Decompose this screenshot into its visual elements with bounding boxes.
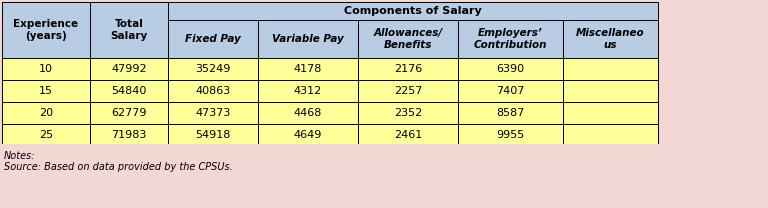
Bar xyxy=(358,58,458,80)
Text: 62779: 62779 xyxy=(111,108,147,118)
Bar xyxy=(168,124,258,146)
Bar xyxy=(2,102,90,124)
Bar xyxy=(0,144,768,181)
Bar xyxy=(458,102,563,124)
Bar xyxy=(2,80,90,102)
Text: Source: Based on data provided by the CPSUs.: Source: Based on data provided by the CP… xyxy=(4,162,233,172)
Text: 47373: 47373 xyxy=(195,108,230,118)
Bar xyxy=(258,20,358,58)
Bar xyxy=(358,102,458,124)
Bar xyxy=(563,20,658,58)
Bar xyxy=(358,20,458,58)
Bar xyxy=(90,124,168,146)
Text: 2352: 2352 xyxy=(394,108,422,118)
Text: 20: 20 xyxy=(39,108,53,118)
Text: 7407: 7407 xyxy=(496,86,525,96)
Bar xyxy=(563,102,658,124)
Bar xyxy=(2,2,90,58)
Text: Total
Salary: Total Salary xyxy=(111,19,147,41)
Bar xyxy=(458,58,563,80)
Text: Notes:: Notes: xyxy=(4,151,35,161)
Text: 15: 15 xyxy=(39,86,53,96)
Text: 71983: 71983 xyxy=(111,130,147,140)
Bar xyxy=(258,58,358,80)
Text: 4649: 4649 xyxy=(294,130,323,140)
Bar xyxy=(258,102,358,124)
Bar xyxy=(168,58,258,80)
Bar xyxy=(258,80,358,102)
Text: Fixed Pay: Fixed Pay xyxy=(185,34,241,44)
Bar xyxy=(90,2,168,20)
Text: 25: 25 xyxy=(39,130,53,140)
Bar xyxy=(458,20,563,58)
Bar xyxy=(458,124,563,146)
Bar xyxy=(168,2,658,20)
Text: 54840: 54840 xyxy=(111,86,147,96)
Text: Components of Salary: Components of Salary xyxy=(344,6,482,16)
Text: 8587: 8587 xyxy=(496,108,525,118)
Bar xyxy=(90,2,168,58)
Bar xyxy=(458,80,563,102)
Bar xyxy=(90,102,168,124)
Text: 4312: 4312 xyxy=(294,86,322,96)
Bar xyxy=(358,80,458,102)
Text: 35249: 35249 xyxy=(195,64,230,74)
Bar xyxy=(258,124,358,146)
Text: 2176: 2176 xyxy=(394,64,422,74)
Text: 2461: 2461 xyxy=(394,130,422,140)
Text: 2257: 2257 xyxy=(394,86,422,96)
Text: Miscellaneo
us: Miscellaneo us xyxy=(576,28,645,50)
Bar xyxy=(168,20,258,58)
Text: 6390: 6390 xyxy=(496,64,525,74)
Text: 10: 10 xyxy=(39,64,53,74)
Text: 54918: 54918 xyxy=(195,130,230,140)
Text: Allowances/
Benefits: Allowances/ Benefits xyxy=(373,28,442,50)
Text: 4178: 4178 xyxy=(294,64,323,74)
Text: Employers’
Contribution: Employers’ Contribution xyxy=(474,28,548,50)
Text: Variable Pay: Variable Pay xyxy=(272,34,344,44)
Bar xyxy=(90,58,168,80)
Text: 9955: 9955 xyxy=(496,130,525,140)
Text: 47992: 47992 xyxy=(111,64,147,74)
Text: 4468: 4468 xyxy=(294,108,323,118)
Bar xyxy=(90,80,168,102)
Bar xyxy=(2,124,90,146)
Bar xyxy=(168,102,258,124)
Text: 40863: 40863 xyxy=(195,86,230,96)
Text: Experience
(years): Experience (years) xyxy=(13,19,78,41)
Bar xyxy=(2,58,90,80)
Bar xyxy=(563,124,658,146)
Bar xyxy=(2,2,90,20)
Bar xyxy=(563,58,658,80)
Bar xyxy=(358,124,458,146)
Bar xyxy=(168,80,258,102)
Bar xyxy=(563,80,658,102)
